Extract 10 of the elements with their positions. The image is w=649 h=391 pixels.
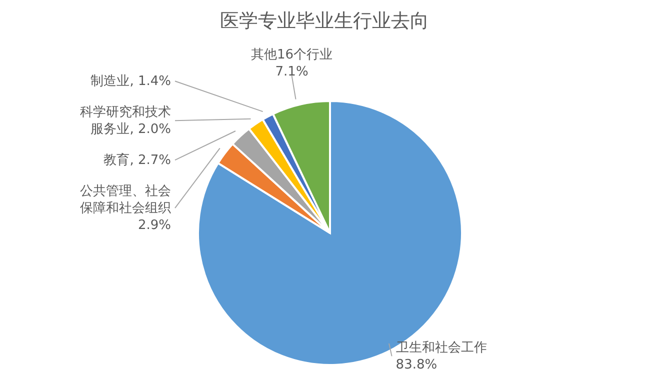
slice-label: 卫生和社会工作 <box>396 340 487 356</box>
slice-label: 教育, 2.7% <box>104 152 171 168</box>
slice-label: 制造业, 1.4% <box>90 74 171 90</box>
data-label: 83.8% <box>396 358 438 373</box>
slice-label: 科学研究和技术服务业, 2.0% <box>80 105 171 138</box>
data-label: 7.1% <box>275 64 308 80</box>
chart-title: 医学专业毕业生行业去向 <box>219 9 430 34</box>
slice-label: 公共管理、社会保障和社会组织 <box>80 184 171 216</box>
slice-label: 其他16个行业 <box>251 48 333 63</box>
data-label: 2.9% <box>138 218 171 234</box>
